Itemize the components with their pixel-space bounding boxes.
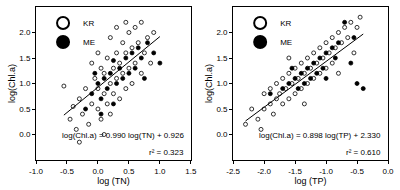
svg-text:log(Chl.a) = 0.898 log(TP) + 2: log(Chl.a) = 0.898 log(TP) + 2.330 — [259, 131, 381, 140]
svg-text:2.0: 2.0 — [216, 28, 228, 37]
svg-text:-1.0: -1.0 — [29, 167, 43, 176]
svg-text:1.5: 1.5 — [185, 167, 197, 176]
svg-text:-2.0: -2.0 — [257, 167, 271, 176]
svg-text:0.0: 0.0 — [382, 167, 394, 176]
svg-text:log(Chl.a) = 0.990 log(TN) + 0: log(Chl.a) = 0.990 log(TN) + 0.926 — [62, 131, 184, 140]
svg-text:1.0: 1.0 — [154, 167, 166, 176]
svg-text:1.0: 1.0 — [19, 79, 31, 88]
svg-text:1.0: 1.0 — [216, 79, 228, 88]
svg-text:r² = 0.323: r² = 0.323 — [149, 148, 184, 157]
svg-text:-1.5: -1.5 — [288, 167, 302, 176]
svg-text:0.0: 0.0 — [216, 130, 228, 139]
svg-text:log (TN): log (TN) — [97, 176, 130, 186]
svg-text:KR: KR — [83, 19, 94, 28]
svg-text:-1.0: -1.0 — [319, 167, 333, 176]
svg-text:2.0: 2.0 — [19, 28, 31, 37]
svg-text:1.5: 1.5 — [216, 54, 228, 63]
svg-text:-0.5: -0.5 — [60, 167, 74, 176]
svg-text:-0.5: -0.5 — [350, 167, 364, 176]
svg-text:KR: KR — [280, 19, 291, 28]
svg-text:ME: ME — [280, 38, 292, 47]
svg-text:r² = 0.610: r² = 0.610 — [346, 148, 381, 157]
svg-text:0.5: 0.5 — [19, 105, 31, 114]
svg-text:log(Chl.a): log(Chl.a) — [7, 64, 17, 103]
svg-text:ME: ME — [83, 38, 95, 47]
svg-text:0.0: 0.0 — [19, 130, 31, 139]
svg-text:0.5: 0.5 — [216, 105, 228, 114]
svg-text:0.5: 0.5 — [123, 167, 135, 176]
svg-text:log (TP): log (TP) — [295, 176, 327, 186]
svg-text:log(Chl.a): log(Chl.a) — [204, 64, 214, 103]
svg-text:1.5: 1.5 — [19, 54, 31, 63]
svg-text:0.0: 0.0 — [92, 167, 104, 176]
svg-text:-2.5: -2.5 — [226, 167, 240, 176]
